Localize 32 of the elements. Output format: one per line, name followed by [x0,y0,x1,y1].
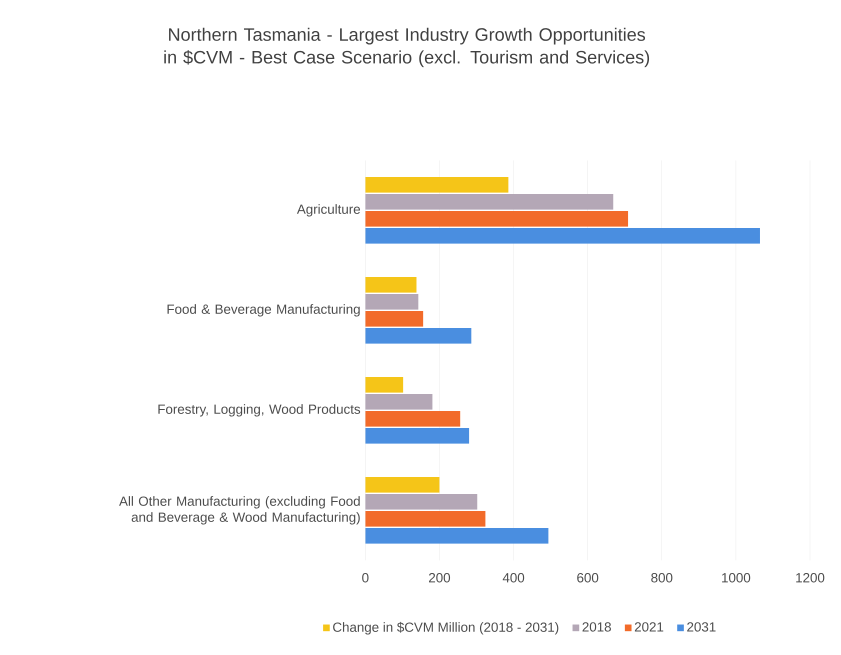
bar [365,228,760,244]
bar [365,477,440,493]
bar [365,177,508,193]
bar [365,277,416,293]
y-tick-label: All Other Manufacturing (excluding Food and Beverage & Wood Manufacturing) [119,496,360,525]
bar [365,328,472,344]
x-tick-label: 400 [502,573,524,582]
y-tick-label: Forestry, Logging, Wood Products [158,404,360,417]
bar [365,311,424,327]
legend-label: 2018 [582,622,611,632]
bar [365,377,404,393]
chart-title: Northern Tasmania - Largest Industry Growth Opportunities in $CVM - Best Case Scenario (excl. Tourism and Services) [164,28,650,68]
y-tick-label: Agriculture [296,204,360,217]
x-tick-label: 1000 [722,573,750,582]
legend-label: Change in $CVM Million (2018 - 2031) [333,622,558,635]
x-tick-label: 800 [651,573,672,582]
bar [365,294,418,310]
x-tick-label: 600 [577,573,598,582]
bar [365,428,470,444]
x-tick-label: 1200 [796,573,824,582]
bar [365,411,460,427]
bar [365,494,478,510]
bar [365,211,628,227]
bar [365,394,432,410]
bar [365,194,614,210]
legend-label: 2021 [634,622,664,632]
x-tick-label: 0 [362,573,369,582]
x-tick-label: 200 [428,573,450,582]
bar [365,511,486,527]
legend-label: 2031 [687,622,716,632]
bar [365,528,548,544]
y-tick-label: Food & Beverage Manufacturing [168,304,360,317]
